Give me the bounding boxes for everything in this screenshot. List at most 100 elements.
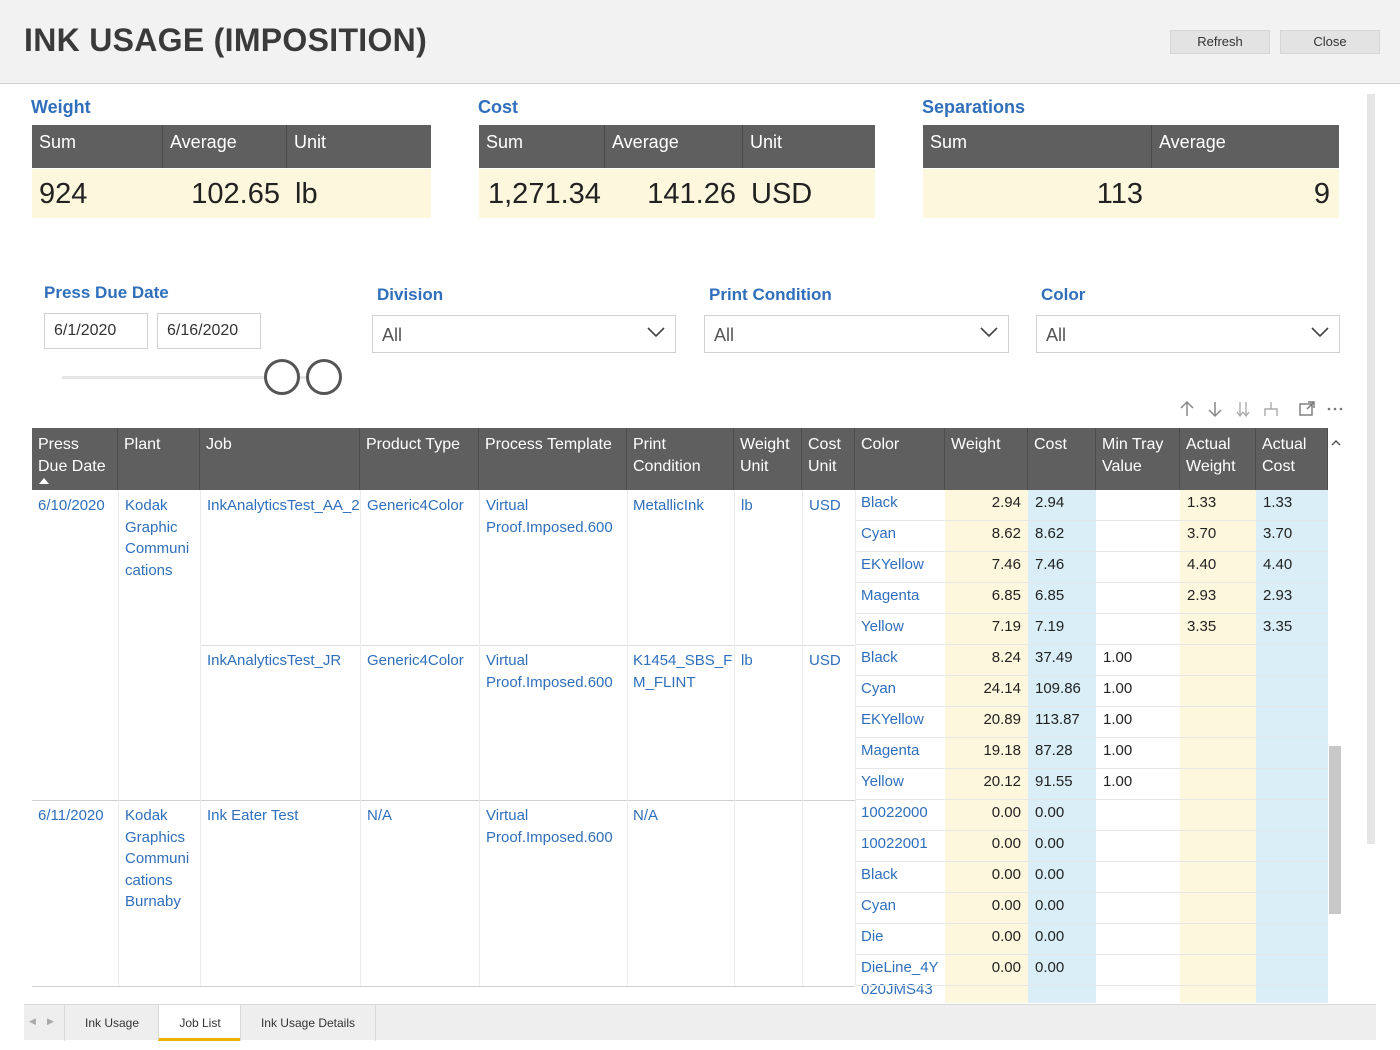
column-header-weight-unit[interactable]: Weight Unit bbox=[734, 428, 802, 490]
color-cell[interactable]: 10022001 bbox=[861, 835, 928, 852]
color-cell[interactable]: Yellow bbox=[861, 773, 904, 790]
sort-descending-icon[interactable] bbox=[1206, 400, 1224, 418]
column-header-print-condition[interactable]: Print Condition bbox=[627, 428, 734, 490]
color-dropdown[interactable]: All bbox=[1036, 315, 1340, 353]
color-cell[interactable]: EKYellow bbox=[861, 556, 924, 573]
column-header-actual-cost[interactable]: Actual Cost bbox=[1256, 428, 1328, 490]
column-header-min-tray-value[interactable]: Min Tray Value bbox=[1096, 428, 1180, 490]
date-range-start-handle[interactable] bbox=[264, 359, 300, 395]
print-condition-value[interactable]: K1454_SBS_F M_FLINT bbox=[633, 652, 733, 691]
page-tab-bar: ◀ ▶ Ink Usage Job List Ink Usage Details bbox=[24, 1004, 1376, 1041]
row-divider bbox=[855, 551, 1328, 552]
column-background-actual-weight bbox=[1180, 490, 1256, 1003]
weight-unit-value[interactable]: lb bbox=[741, 497, 753, 514]
weight-cell: 0.00 bbox=[991, 835, 1021, 852]
tab-scroll-left-icon[interactable]: ◀ bbox=[29, 1016, 36, 1026]
group-plant[interactable]: Kodak Graphics Communi cations Burnaby bbox=[125, 807, 190, 910]
print-condition-value[interactable]: N/A bbox=[633, 807, 659, 824]
product-type-value[interactable]: N/A bbox=[367, 807, 393, 824]
close-button[interactable]: Close bbox=[1280, 30, 1380, 54]
cost-unit-value[interactable]: USD bbox=[809, 497, 841, 514]
color-cell[interactable]: Die bbox=[861, 928, 884, 945]
row-divider bbox=[855, 613, 1328, 614]
color-cell[interactable]: Magenta bbox=[861, 742, 920, 759]
color-cell[interactable]: Black bbox=[861, 494, 898, 511]
column-header-product-type[interactable]: Product Type bbox=[360, 428, 479, 490]
color-cell[interactable]: Cyan bbox=[861, 897, 897, 914]
column-header-cost-unit[interactable]: Cost Unit bbox=[802, 428, 855, 490]
group-divider bbox=[32, 800, 855, 801]
cost-cell: 0.00 bbox=[1035, 804, 1065, 821]
cost-cell: 0.00 bbox=[1035, 928, 1065, 945]
group-press-due-date[interactable]: 6/11/2020 bbox=[38, 807, 104, 824]
cost-unit-value[interactable]: USD bbox=[809, 652, 841, 669]
group-press-due-date[interactable]: 6/10/2020 bbox=[38, 497, 105, 514]
table-scrollbar-thumb[interactable] bbox=[1329, 746, 1341, 914]
date-range-slider-track[interactable] bbox=[62, 376, 308, 379]
color-cell[interactable]: Magenta bbox=[861, 587, 920, 604]
cost-cell: 7.19 bbox=[1035, 618, 1065, 635]
page-scrollbar[interactable] bbox=[1367, 94, 1375, 844]
column-header-weight[interactable]: Weight bbox=[945, 428, 1028, 490]
product-type-value[interactable]: Generic4Color bbox=[367, 497, 464, 514]
job-name-link[interactable]: InkAnalyticsTest_JR bbox=[207, 652, 342, 669]
print-condition-value[interactable]: MetallicInk bbox=[633, 497, 704, 514]
column-divider bbox=[200, 490, 201, 986]
more-options-icon[interactable] bbox=[1326, 400, 1344, 418]
column-header-plant[interactable]: Plant bbox=[118, 428, 200, 490]
color-cell[interactable]: Cyan bbox=[861, 680, 897, 697]
tab-ink-usage[interactable]: Ink Usage bbox=[64, 1005, 159, 1041]
product-type-value[interactable]: Generic4Color bbox=[367, 652, 464, 669]
tab-scroll-right-icon[interactable]: ▶ bbox=[47, 1016, 54, 1026]
color-cell[interactable]: Black bbox=[861, 649, 898, 666]
date-from-input[interactable]: 6/1/2020 bbox=[44, 313, 148, 349]
focus-mode-icon[interactable] bbox=[1298, 400, 1316, 418]
color-cell[interactable]: Cyan bbox=[861, 525, 897, 542]
sort-ascending-icon[interactable] bbox=[1178, 400, 1196, 418]
tab-ink-usage-details[interactable]: Ink Usage Details bbox=[240, 1005, 376, 1041]
job-name-link[interactable]: Ink Eater Test bbox=[207, 807, 299, 824]
weight-average-header: Average bbox=[163, 125, 287, 168]
print-condition-label: Print Condition bbox=[709, 285, 832, 304]
process-template-value[interactable]: Virtual Proof.Imposed.600 bbox=[486, 807, 613, 846]
row-divider bbox=[855, 892, 1328, 893]
cost-cell: 37.49 bbox=[1035, 649, 1073, 666]
process-template-value[interactable]: Virtual Proof.Imposed.600 bbox=[486, 652, 613, 691]
job-name-link[interactable]: InkAnalyticsTest_AA_2 bbox=[207, 497, 360, 514]
color-cell[interactable]: 10022000 bbox=[861, 804, 928, 821]
scroll-up-icon[interactable] bbox=[1331, 438, 1341, 448]
page-title: INK USAGE (IMPOSITION) bbox=[24, 22, 428, 58]
column-header-cost[interactable]: Cost bbox=[1028, 428, 1096, 490]
hierarchy-icon[interactable] bbox=[1262, 400, 1280, 418]
color-cell[interactable]: Yellow bbox=[861, 618, 904, 635]
cost-cell: 0.00 bbox=[1035, 866, 1065, 883]
actual-cost-cell: 3.70 bbox=[1263, 525, 1293, 542]
column-header-job[interactable]: Job bbox=[200, 428, 360, 490]
date-to-input[interactable]: 6/16/2020 bbox=[157, 313, 261, 349]
color-cell[interactable]: DieLine_4Y 020JMS43 bbox=[861, 959, 939, 998]
row-divider bbox=[855, 799, 1328, 800]
table-header-row: Press Due Date Plant Job Product Type Process… bbox=[32, 428, 1328, 490]
color-cell[interactable]: Black bbox=[861, 866, 898, 883]
cost-card-header: Sum Average Unit bbox=[479, 125, 875, 168]
expand-all-down-icon[interactable] bbox=[1234, 400, 1252, 418]
tab-job-list[interactable]: Job List bbox=[158, 1005, 241, 1041]
division-value: All bbox=[382, 325, 403, 345]
column-header-color[interactable]: Color bbox=[855, 428, 945, 490]
column-divider bbox=[734, 490, 735, 986]
division-dropdown[interactable]: All bbox=[372, 315, 676, 353]
column-header-process-template[interactable]: Process Template bbox=[479, 428, 627, 490]
column-header-actual-weight[interactable]: Actual Weight bbox=[1180, 428, 1256, 490]
cost-average-value: 141.26 bbox=[647, 178, 736, 210]
color-cell[interactable]: EKYellow bbox=[861, 711, 924, 728]
date-range-end-handle[interactable] bbox=[306, 359, 342, 395]
print-condition-dropdown[interactable]: All bbox=[704, 315, 1009, 353]
weight-unit-value[interactable]: lb bbox=[741, 652, 753, 669]
group-plant[interactable]: Kodak Graphic Communi cations bbox=[125, 497, 190, 579]
process-template-value[interactable]: Virtual Proof.Imposed.600 bbox=[486, 497, 613, 536]
refresh-button[interactable]: Refresh bbox=[1170, 30, 1270, 54]
weight-sum-value: 924 bbox=[39, 178, 88, 210]
weight-cell: 0.00 bbox=[991, 959, 1021, 976]
min-tray-value-cell: 1.00 bbox=[1103, 711, 1133, 728]
column-header-press-due-date[interactable]: Press Due Date bbox=[32, 428, 118, 490]
